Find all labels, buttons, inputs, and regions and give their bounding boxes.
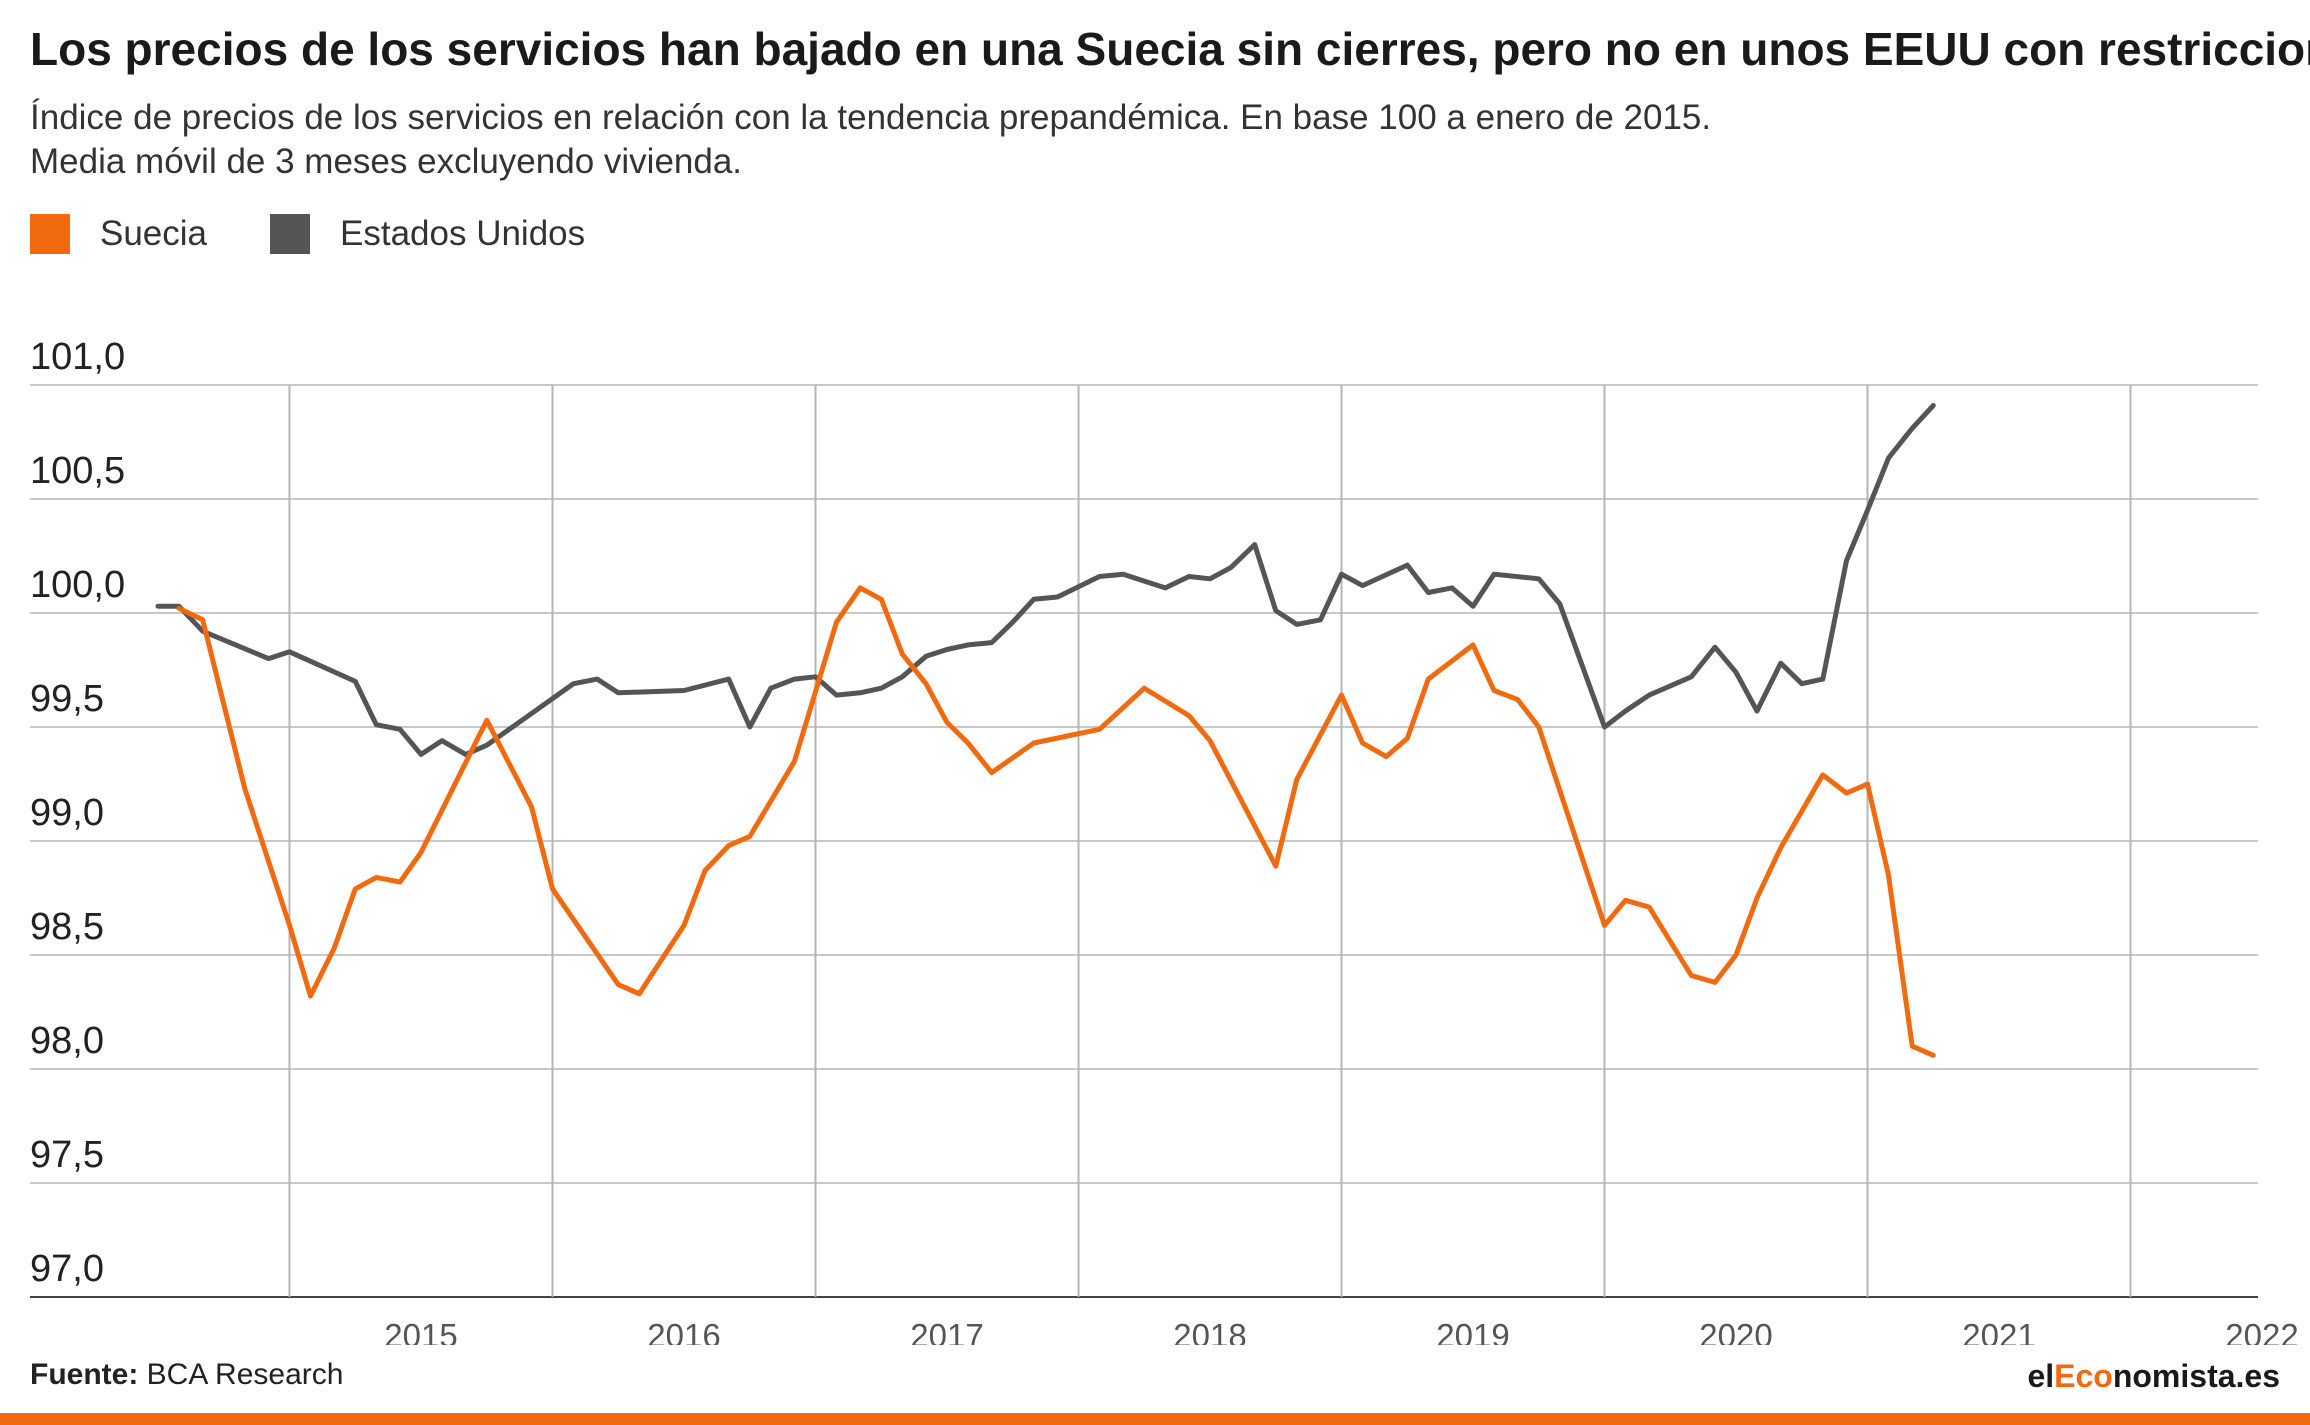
legend-label-suecia: Suecia	[100, 214, 208, 253]
series-lines	[155, 403, 1936, 1058]
y-tick-label: 100,0	[30, 564, 125, 606]
y-tick-label: 98,0	[30, 1020, 104, 1062]
legend-item-suecia: Suecia	[30, 212, 207, 256]
source-label: Fuente:	[30, 1358, 139, 1391]
x-tick-label: 2015	[384, 1317, 457, 1345]
brand-highlight: Eco	[2054, 1358, 2113, 1394]
series-line-suecia	[176, 585, 1936, 1058]
y-tick-label: 101,0	[30, 336, 125, 378]
source-note: Fuente: BCA Research	[30, 1358, 343, 1392]
legend-swatch-suecia	[30, 214, 70, 254]
legend-label-estados-unidos: Estados Unidos	[340, 214, 586, 253]
x-tick-label: 2022	[2225, 1317, 2298, 1345]
x-tick-label: 2020	[1699, 1317, 1772, 1345]
legend-swatch-estados-unidos	[270, 214, 310, 254]
x-tick-label: 2019	[1436, 1317, 1509, 1345]
series-line-estados-unidos	[155, 403, 1936, 757]
y-tick-label: 99,0	[30, 792, 104, 834]
chart-subtitle-line-1: Índice de precios de los servicios en re…	[30, 98, 1712, 137]
legend-item-estados-unidos: Estados Unidos	[270, 212, 585, 256]
source-text: BCA Research	[146, 1358, 344, 1391]
y-tick-label: 97,0	[30, 1248, 104, 1290]
y-axis-tick-labels: 101,0 100,5 100,0 99,5 99,0 98,5 98,0 97,5 97,0	[30, 336, 125, 1290]
y-gridlines	[30, 384, 2258, 1298]
x-tick-label: 2018	[1173, 1317, 1246, 1345]
chart-subtitle-line-2: Media móvil de 3 meses excluyendo vivien…	[30, 142, 743, 181]
x-tick-label: 2021	[1962, 1317, 2035, 1345]
x-tick-label: 2016	[647, 1317, 720, 1345]
y-tick-label: 100,5	[30, 450, 125, 492]
brand-logo: elEconomista.es	[2027, 1358, 2280, 1395]
x-tick-label: 2017	[910, 1317, 983, 1345]
y-tick-label: 99,5	[30, 678, 104, 720]
line-chart: 101,0100,5100,099,599,098,598,097,597,0 …	[30, 336, 2299, 1345]
y-tick-label: 97,5	[30, 1134, 104, 1176]
x-gridlines	[288, 385, 2132, 1297]
bottom-accent-bar	[0, 1413, 2310, 1425]
x-axis-tick-labels: 2015 2016 2017 2018 2019 2020 2021 2022	[384, 1317, 2298, 1345]
chart-title: Los precios de los servicios han bajado …	[30, 23, 2310, 75]
brand-suffix: nomista.es	[2112, 1358, 2280, 1394]
y-tick-label: 98,5	[30, 906, 104, 948]
brand-prefix: el	[2027, 1358, 2055, 1394]
